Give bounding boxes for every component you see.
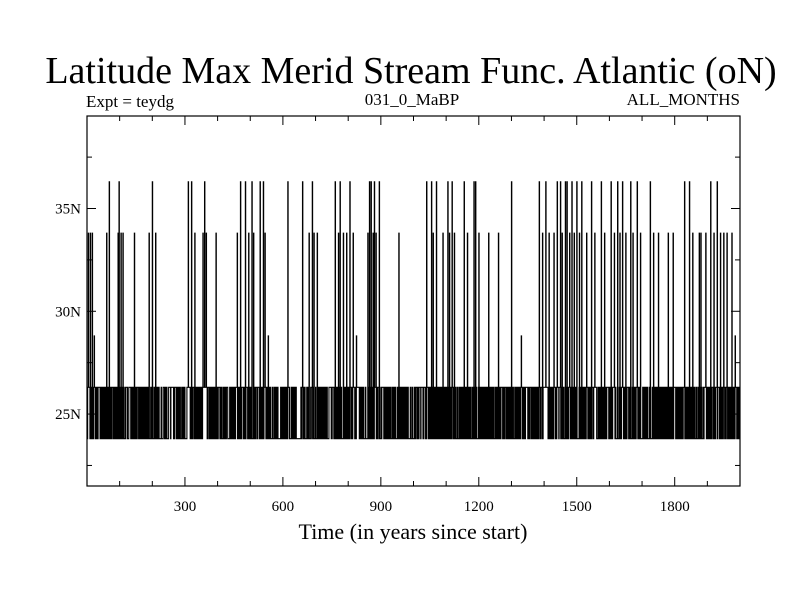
x-axis-label: Time (in years since start) xyxy=(299,519,528,544)
x-axis: 300 600 900 1200 1500 1800 xyxy=(119,116,708,515)
x-tick-label: 1800 xyxy=(660,499,690,515)
subtitle-left: Expt = teydg xyxy=(86,92,174,111)
x-tick-label: 1500 xyxy=(562,499,592,515)
x-tick-label: 900 xyxy=(370,499,393,515)
y-tick-label: 25N xyxy=(55,407,81,423)
chart-title: Latitude Max Merid Stream Func. Atlantic… xyxy=(45,50,776,92)
y-tick-label: 30N xyxy=(55,304,81,320)
series-layer xyxy=(87,181,740,440)
subtitle-center: 031_0_MaBP xyxy=(365,90,459,109)
y-tick-label: 35N xyxy=(55,202,81,218)
y-axis: 25N 30N 35N xyxy=(55,156,740,466)
subtitle-right: ALL_MONTHS xyxy=(627,90,740,109)
series-line xyxy=(87,181,740,440)
x-tick-label: 600 xyxy=(272,499,295,515)
x-tick-label: 300 xyxy=(174,499,197,515)
x-tick-label: 1200 xyxy=(464,499,494,515)
